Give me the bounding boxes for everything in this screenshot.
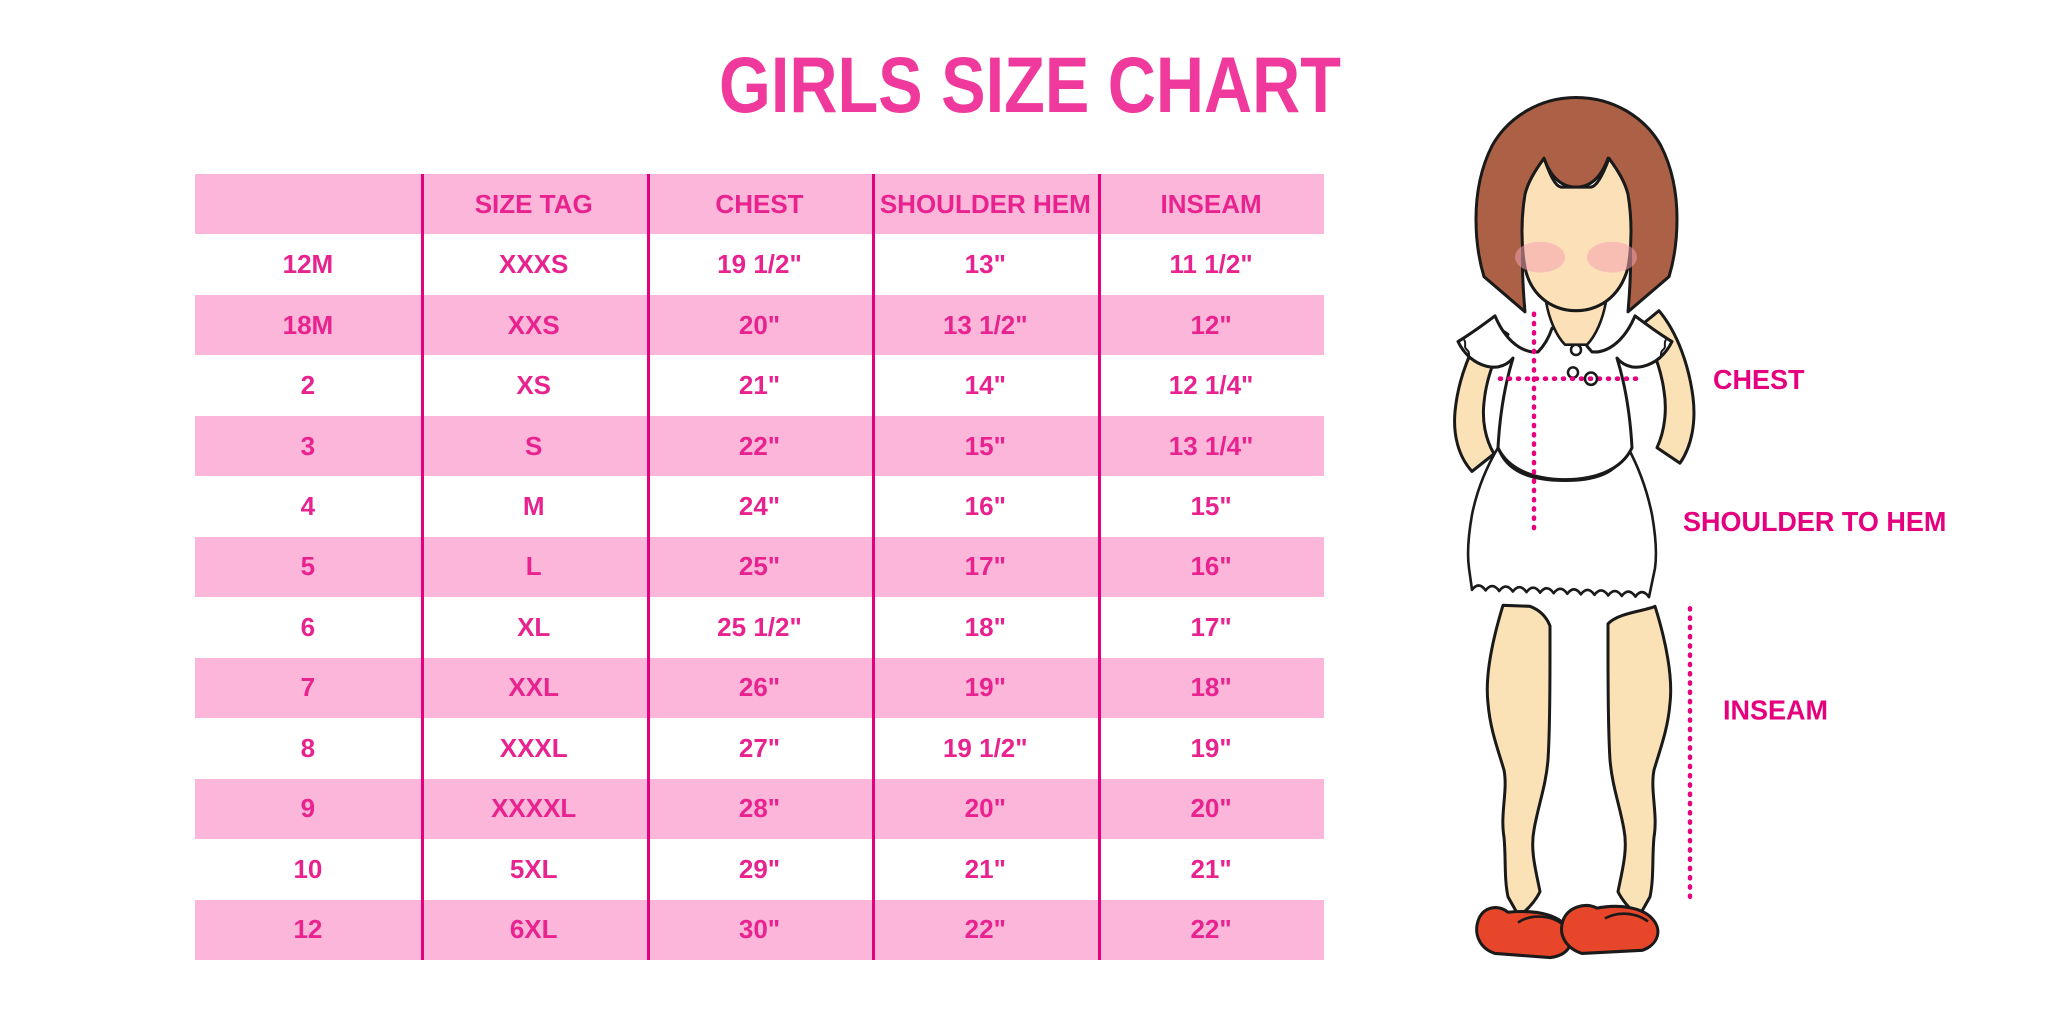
svg-text:SHOULDER TO HEM: SHOULDER TO HEM [1683,506,1946,537]
svg-text:INSEAM: INSEAM [1723,694,1828,725]
svg-text:CHEST: CHEST [1713,364,1805,395]
